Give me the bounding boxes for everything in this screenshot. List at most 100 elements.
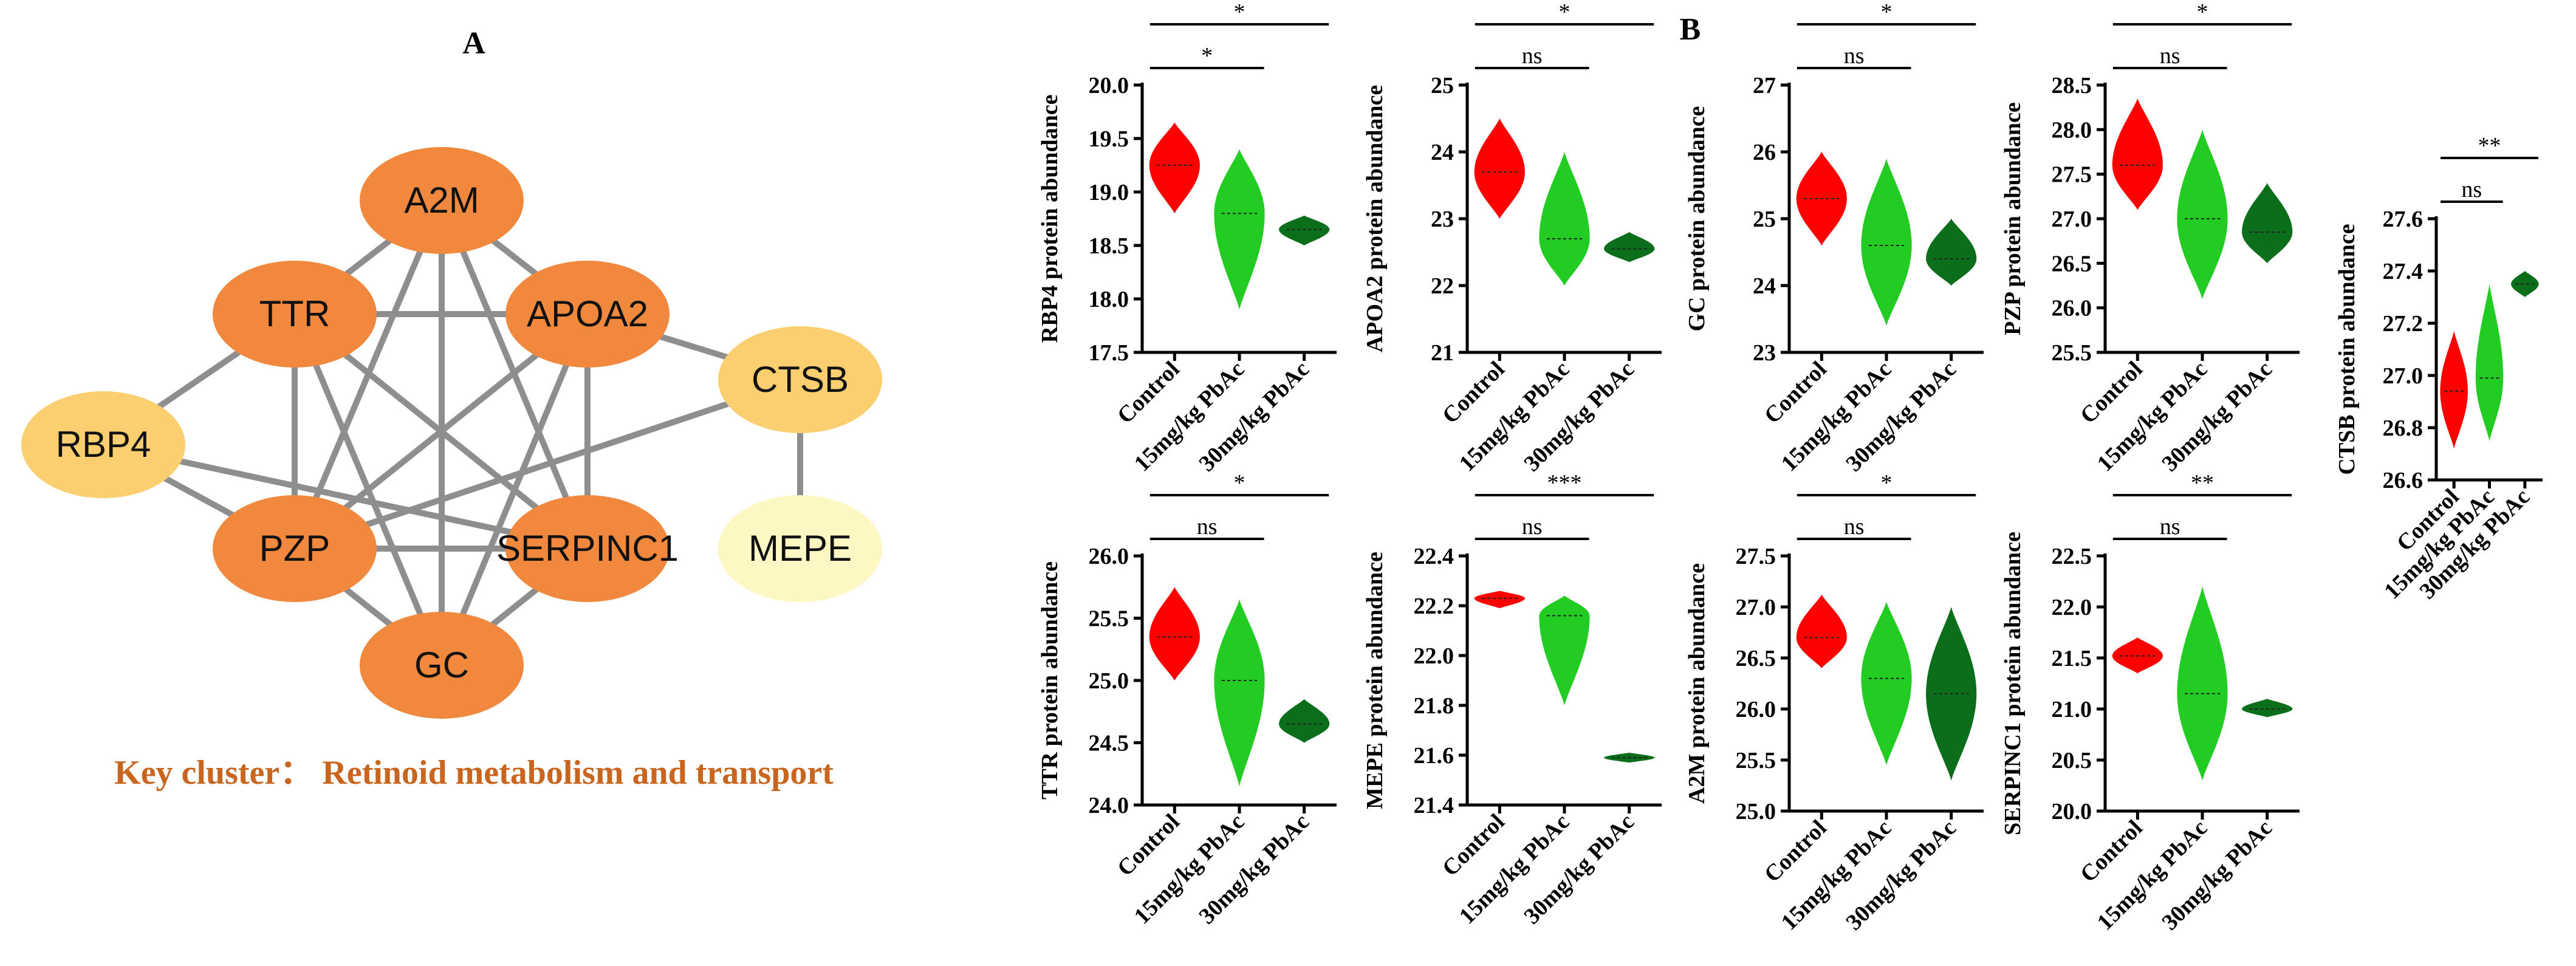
category-label: 15mg/kg PbAc <box>2092 357 2213 477</box>
significance-label: ns <box>2160 43 2180 69</box>
y-tick-label: 25.5 <box>1089 606 1129 632</box>
y-tick-label: 26.0 <box>1089 544 1129 569</box>
node-label: CTSB <box>752 359 849 400</box>
y-tick-label: 24 <box>1431 140 1454 165</box>
y-axis-label: APOA2 protein abundance <box>1362 85 1388 353</box>
node-serpinc1[interactable]: SERPINC1 <box>496 495 679 602</box>
significance-label: * <box>1559 0 1571 25</box>
y-tick-label: 27.6 <box>2383 207 2424 232</box>
node-a2m[interactable]: A2M <box>360 147 524 254</box>
y-tick-label: 28.0 <box>2052 117 2092 143</box>
category-label: 30mg/kg PbAc <box>1519 809 1639 930</box>
y-tick-label: 21.5 <box>2052 646 2092 671</box>
node-shape <box>21 391 185 498</box>
edge-pzp-ctsb <box>293 377 801 552</box>
violin-charts: 17.5 18.0 18.5 19.0 19.5 20.0 RBP4 protein abu… <box>1037 0 2543 935</box>
y-tick-label: 23 <box>1753 340 1776 366</box>
y-tick-label: 21.0 <box>2052 697 2092 722</box>
node-pzp[interactable]: PZP <box>213 495 377 602</box>
y-tick-label: 22.0 <box>1414 643 1454 669</box>
significance-label: ns <box>1844 514 1865 540</box>
y-axis-label: A2M protein abundance <box>1684 563 1710 804</box>
panel-b-violins: B 17.5 18.0 18.5 19.0 19.5 20.0 RBP4 protein a… <box>1037 0 2543 935</box>
panel-b-label: B <box>1680 12 1701 47</box>
y-tick-label: 27.5 <box>2052 162 2092 188</box>
y-axis-label: TTR protein abundance <box>1037 561 1063 800</box>
y-tick-label: 22.0 <box>2052 595 2092 620</box>
violin-chart-ctsb: 26.6 26.8 27.0 27.2 27.4 27.6 CTSB protein abu… <box>2334 133 2543 604</box>
y-axis-label: SERPINC1 protein abundance <box>2000 532 2026 835</box>
category-label: 30mg/kg PbAc <box>1841 357 1961 477</box>
violin-2 <box>2242 183 2293 264</box>
violin-2 <box>1279 215 1330 245</box>
y-tick-label: 27.4 <box>2383 259 2424 284</box>
y-tick-label: 26.0 <box>2052 296 2092 321</box>
significance-label: ns <box>1522 514 1543 540</box>
violin-chart-pzp: 25.5 26.0 26.5 27.0 27.5 28.0 28.5 PZP protein … <box>2000 0 2300 476</box>
category-label: 30mg/kg PbAc <box>2157 815 2277 936</box>
category-label: 30mg/kg PbAc <box>2157 357 2277 477</box>
violin-2 <box>2511 271 2539 297</box>
significance-label: * <box>1881 0 1893 25</box>
y-tick-label: 25.5 <box>1736 748 1776 773</box>
y-tick-label: 25.0 <box>1736 799 1776 824</box>
significance-label: *** <box>1547 470 1582 496</box>
network-edges <box>101 198 803 668</box>
y-tick-label: 21.6 <box>1414 743 1454 769</box>
y-tick-label: 25 <box>1753 207 1776 232</box>
node-rbp4[interactable]: RBP4 <box>21 391 185 498</box>
node-apoa2[interactable]: APOA2 <box>505 261 670 368</box>
y-tick-label: 21 <box>1431 340 1454 366</box>
node-shape <box>718 495 882 602</box>
significance-label: * <box>2197 0 2208 25</box>
category-label: 30mg/kg PbAc <box>1841 815 1961 936</box>
y-tick-label: 22.4 <box>1414 544 1454 569</box>
violin-2 <box>1604 232 1655 262</box>
y-tick-label: 27.5 <box>1736 544 1776 569</box>
y-tick-label: 24 <box>1753 273 1776 299</box>
node-shape <box>505 261 670 368</box>
y-tick-label: 20.5 <box>2052 748 2092 773</box>
y-tick-label: 22.2 <box>1414 594 1454 619</box>
node-gc[interactable]: GC <box>360 612 524 719</box>
node-label: PZP <box>259 528 331 569</box>
violin-1 <box>1861 159 1912 326</box>
significance-label: * <box>1234 470 1245 496</box>
y-tick-label: 27.0 <box>1736 595 1776 620</box>
node-shape <box>213 495 377 602</box>
violin-chart-a2m: 25.0 25.5 26.0 26.5 27.0 27.5 A2M protein abun… <box>1684 470 1984 935</box>
y-tick-label: 21.4 <box>1414 793 1454 818</box>
node-mepe[interactable]: MEPE <box>718 495 882 602</box>
category-label: 30mg/kg PbAc <box>1519 357 1639 477</box>
y-tick-label: 17.5 <box>1089 340 1129 366</box>
panel-a-network: A A2M TTR APOA2 CTSB RBP4 PZP SERPINC1 MEPE GC K… <box>21 26 882 792</box>
y-tick-label: 26.6 <box>2383 468 2424 493</box>
violin-1 <box>2177 586 2228 781</box>
network-caption: Key cluster： Retinoid metabolism and tra… <box>114 754 834 792</box>
y-axis-label: CTSB protein abundance <box>2334 224 2360 474</box>
y-tick-label: 25.0 <box>1089 668 1129 694</box>
category-label: 15mg/kg PbAc <box>1776 357 1897 477</box>
violin-1 <box>1539 595 1590 705</box>
y-tick-label: 22.5 <box>2052 544 2092 569</box>
node-label: MEPE <box>748 528 852 569</box>
y-tick-label: 28.5 <box>2052 73 2092 98</box>
y-tick-label: 24.0 <box>1089 793 1129 818</box>
node-ttr[interactable]: TTR <box>213 261 377 368</box>
violin-chart-ttr: 24.0 24.5 25.0 25.5 26.0 TTR protein abundanc… <box>1037 470 1337 929</box>
violin-chart-mepe: 21.4 21.6 21.8 22.0 22.2 22.4 MEPE protein abu… <box>1362 470 1662 929</box>
violin-1 <box>2177 129 2228 300</box>
significance-label: * <box>1881 470 1893 496</box>
y-tick-label: 27.0 <box>2383 363 2424 389</box>
node-shape <box>718 326 882 433</box>
y-axis-label: MEPE protein abundance <box>1362 552 1388 809</box>
y-tick-label: 26.5 <box>1736 646 1776 671</box>
category-label: 15mg/kg PbAc <box>1776 815 1897 936</box>
y-tick-label: 21.8 <box>1414 693 1454 719</box>
y-tick-label: 19.0 <box>1089 180 1129 205</box>
node-ctsb[interactable]: CTSB <box>718 326 882 433</box>
category-label: 15mg/kg PbAc <box>1454 357 1575 477</box>
